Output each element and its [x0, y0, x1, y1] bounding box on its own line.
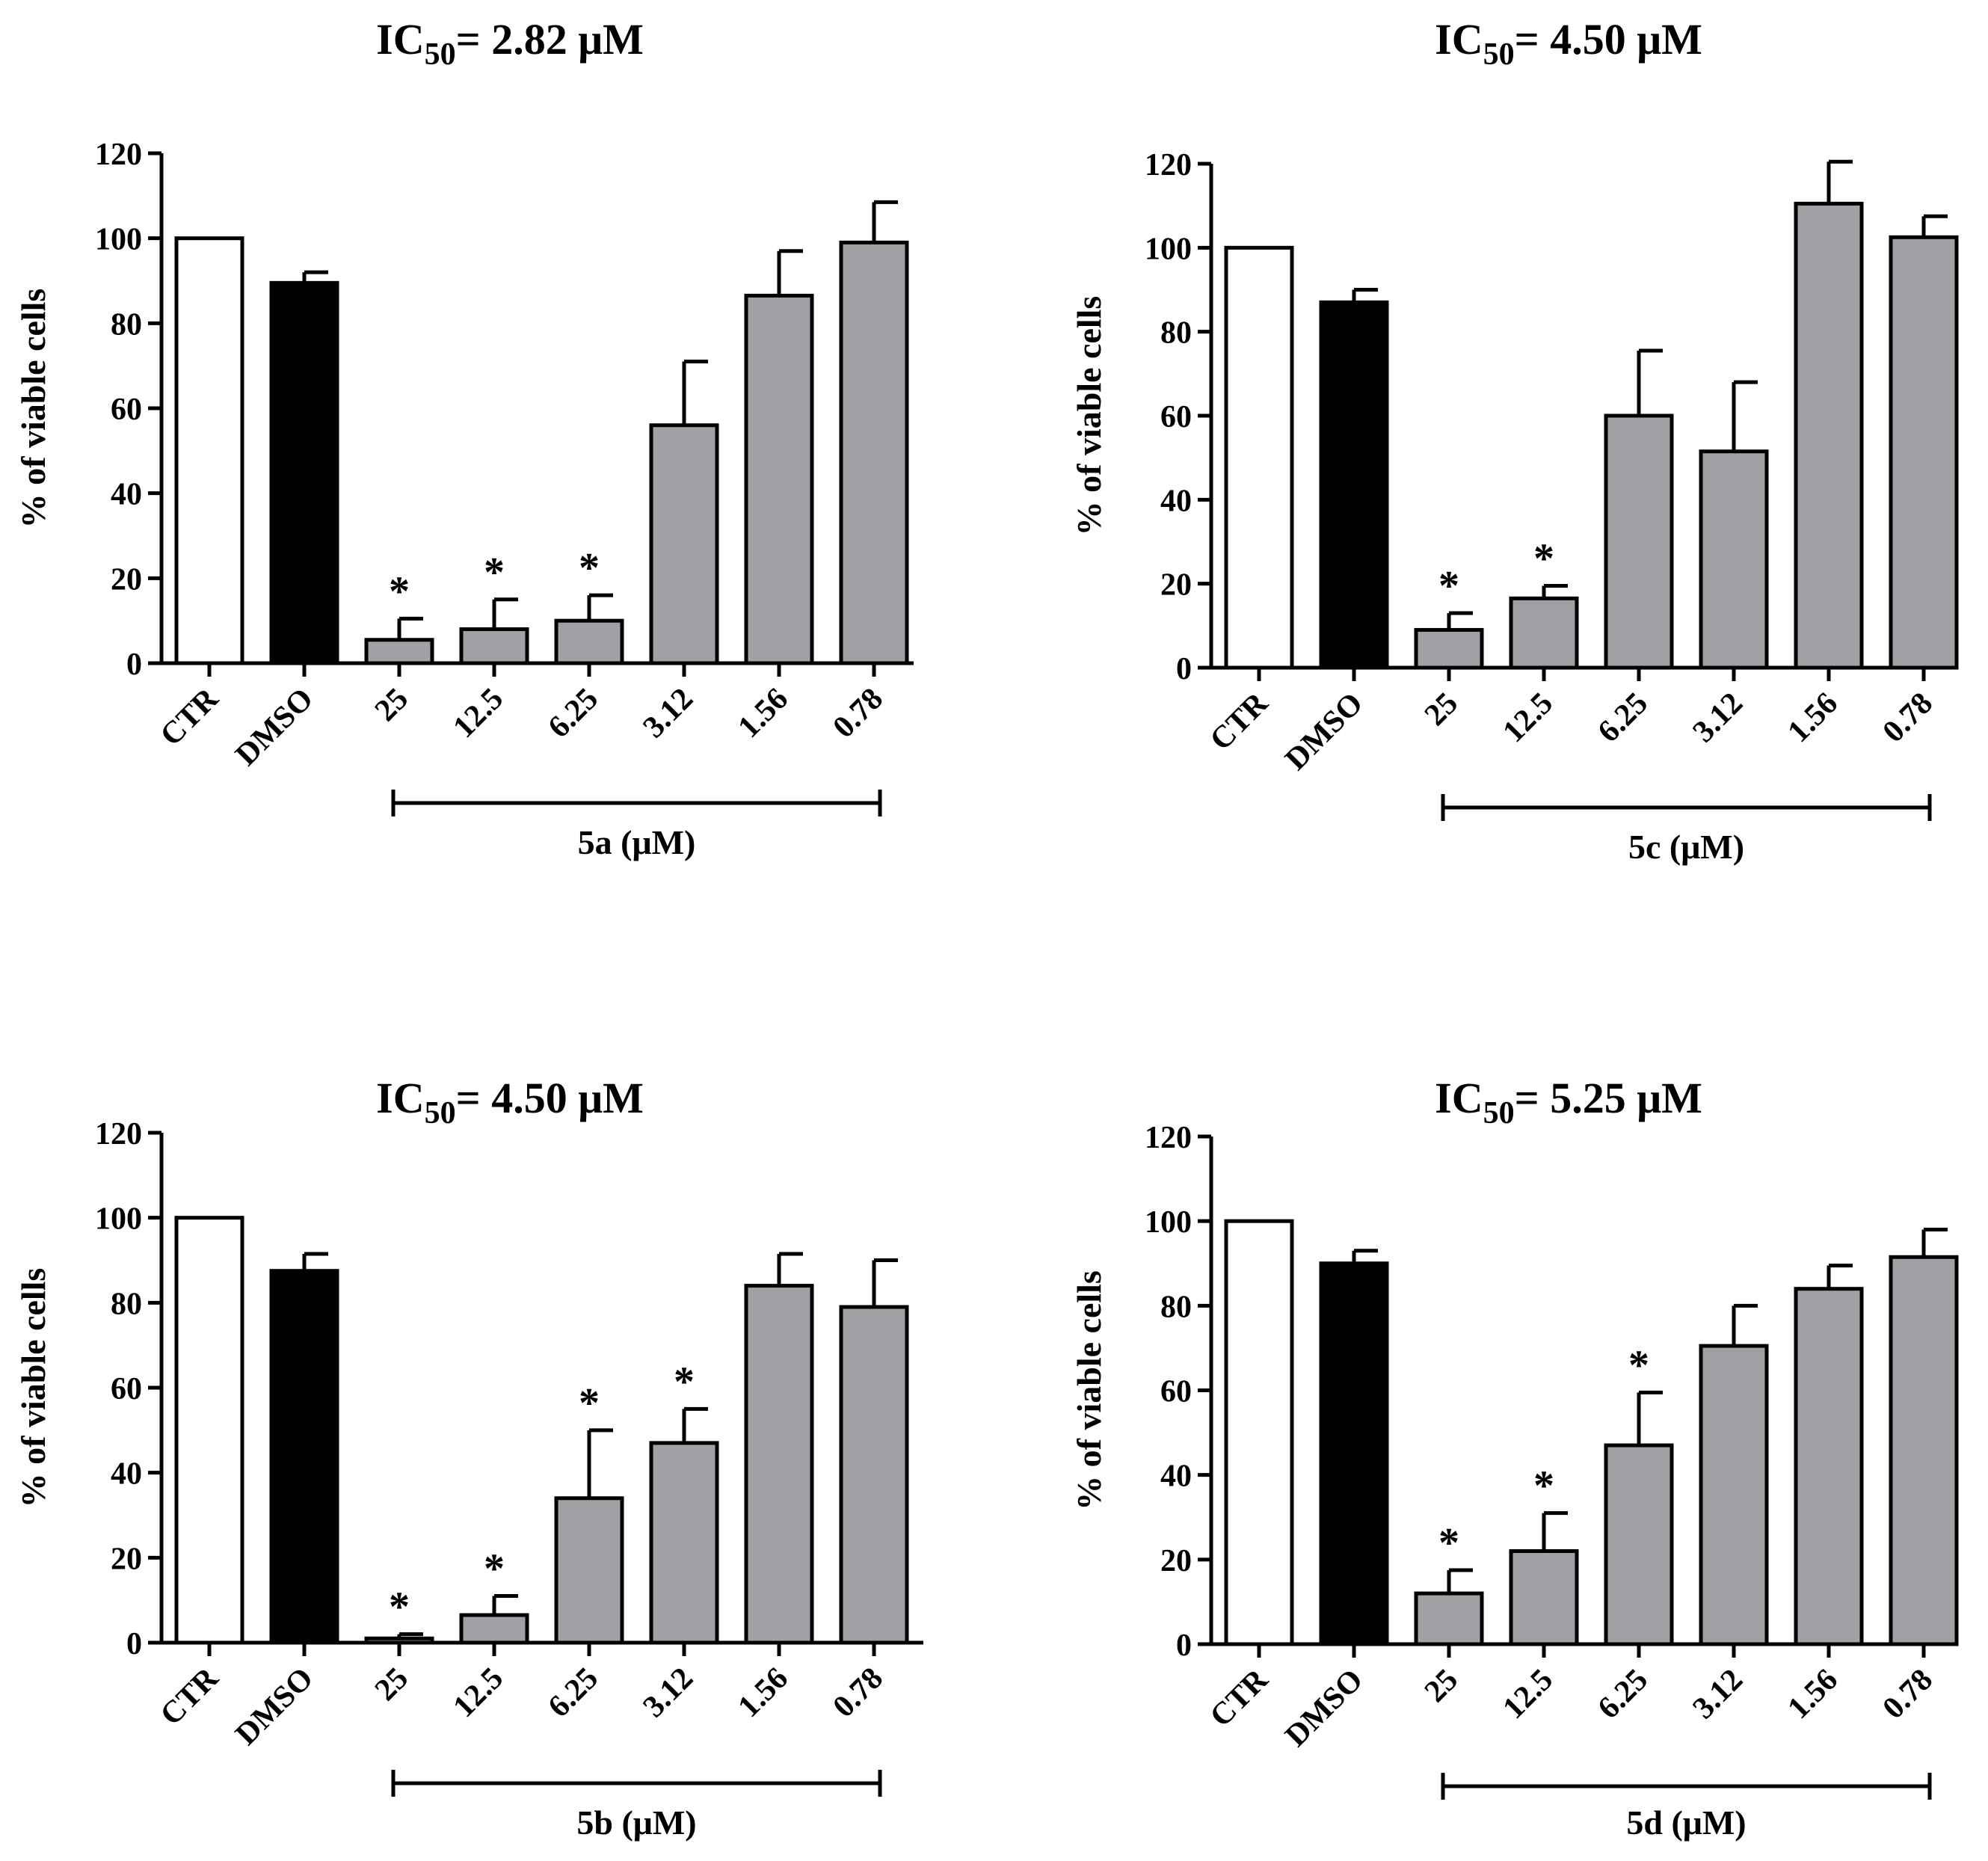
y-tick-label: 120: [95, 138, 142, 172]
bar-3-12: [1699, 1344, 1769, 1646]
bar-dmso: [1319, 300, 1389, 670]
y-tick-label: 100: [95, 223, 142, 257]
significance-marker: *: [1533, 535, 1554, 582]
y-tick-label: 120: [95, 1117, 142, 1151]
group-label: 5d (μM): [1626, 1803, 1746, 1842]
y-tick-label: 100: [1145, 1205, 1192, 1240]
y-tick-label: 20: [111, 1542, 142, 1576]
bar-12-5: [1509, 1549, 1579, 1646]
bar-ctr: [174, 1216, 244, 1645]
chart-title-prefix: IC: [1435, 15, 1483, 64]
bar-ctr: [174, 236, 244, 665]
y-axis-label: % of viable cells: [1070, 296, 1108, 536]
chart-title: IC50= 5.25 μM: [1435, 1074, 1702, 1131]
y-tick-label: 20: [1160, 1544, 1192, 1578]
bar-12-5: [459, 1613, 529, 1645]
bar-6-25: [1604, 413, 1674, 670]
group-label: 5c (μM): [1628, 828, 1744, 866]
bar-dmso: [269, 280, 339, 665]
bar-0-78: [1889, 1255, 1959, 1646]
bar-1-56: [744, 293, 814, 665]
chart-panel-4: IC50= 5.25 μM % of viable cells 0 20 40 60 80 1…: [1070, 1074, 1959, 1842]
y-tick-label: 40: [111, 1457, 142, 1492]
chart-title: IC50= 4.50 μM: [376, 1074, 644, 1131]
chart-title-suffix: = 5.25 μM: [1515, 1074, 1702, 1122]
chart-title: IC50= 4.50 μM: [1435, 15, 1702, 72]
y-tick-label: 120: [1145, 148, 1192, 182]
y-tick-label: 100: [1145, 232, 1192, 266]
y-tick-label: 80: [1160, 1290, 1192, 1324]
y-tick-label: 60: [111, 1372, 142, 1406]
bar-0-78: [839, 240, 909, 665]
significance-marker: *: [1533, 1463, 1554, 1510]
bar-ctr: [1224, 245, 1294, 670]
y-axis-label: % of viable cells: [14, 289, 52, 529]
bar-3-12: [649, 1441, 719, 1645]
bar-ctr: [1224, 1219, 1294, 1646]
y-axis-label: % of viable cells: [14, 1268, 52, 1508]
significance-marker: *: [579, 1380, 600, 1427]
bar-25: [1414, 627, 1484, 670]
chart-panel-1: IC50= 2.82 μM % of viable cells 0 20 40 60 80 1…: [14, 15, 914, 861]
bar-12-5: [459, 627, 529, 665]
bar-6-25: [1604, 1443, 1674, 1646]
significance-marker: *: [389, 568, 410, 615]
y-tick-label: 0: [126, 647, 142, 682]
bar-3-12: [1699, 449, 1769, 670]
chart-title-subscript: 50: [1483, 37, 1515, 72]
y-tick-label: 0: [126, 1627, 142, 1661]
bar-0-78: [839, 1305, 909, 1645]
y-tick-label: 60: [1160, 1375, 1192, 1409]
y-axis-label: % of viable cells: [1070, 1270, 1108, 1510]
chart-title-prefix: IC: [376, 15, 424, 64]
y-tick-label: 40: [1160, 484, 1192, 518]
group-label: 5a (μM): [578, 823, 696, 861]
chart-title-suffix: = 4.50 μM: [456, 1074, 644, 1122]
y-tick-label: 80: [1160, 316, 1192, 351]
y-tick-label: 40: [1160, 1459, 1192, 1494]
y-tick-label: 100: [95, 1202, 142, 1237]
y-tick-label: 40: [111, 478, 142, 512]
significance-marker: *: [484, 550, 505, 596]
bar-25: [364, 1636, 434, 1645]
y-tick-label: 60: [1160, 400, 1192, 434]
significance-marker: *: [389, 1584, 410, 1631]
significance-marker: *: [1438, 563, 1459, 609]
y-tick-label: 20: [1160, 568, 1192, 603]
chart-title-subscript: 50: [425, 37, 456, 72]
y-tick-label: 20: [111, 562, 142, 597]
bar-6-25: [554, 618, 624, 665]
bar-25: [1414, 1591, 1484, 1646]
chart-title-subscript: 50: [425, 1096, 456, 1131]
chart-title-subscript: 50: [1483, 1096, 1515, 1131]
significance-marker: *: [484, 1545, 505, 1592]
group-label: 5b (μM): [576, 1803, 696, 1842]
chart-title-prefix: IC: [376, 1074, 424, 1122]
chart-title-suffix: = 2.82 μM: [456, 15, 644, 64]
bar-dmso: [269, 1269, 339, 1645]
significance-marker: *: [674, 1359, 695, 1405]
bar-0-78: [1889, 235, 1959, 670]
bar-3-12: [649, 423, 719, 665]
chart-title: IC50= 2.82 μM: [376, 15, 644, 72]
significance-marker: *: [579, 545, 600, 591]
bar-25: [364, 638, 434, 665]
y-tick-label: 80: [111, 307, 142, 342]
chart-title-prefix: IC: [1435, 1074, 1483, 1122]
bar-12-5: [1509, 596, 1579, 670]
y-tick-label: 80: [111, 1287, 142, 1321]
bar-1-56: [1794, 201, 1864, 670]
y-tick-label: 0: [1176, 652, 1192, 686]
y-tick-label: 60: [111, 393, 142, 427]
bar-1-56: [1794, 1287, 1864, 1646]
bar-dmso: [1319, 1261, 1389, 1646]
bar-1-56: [744, 1284, 814, 1645]
chart-title-suffix: = 4.50 μM: [1515, 15, 1702, 64]
significance-marker: *: [1628, 1342, 1649, 1388]
bar-6-25: [554, 1496, 624, 1645]
significance-marker: *: [1438, 1520, 1459, 1566]
y-tick-label: 120: [1145, 1121, 1192, 1155]
y-tick-label: 0: [1176, 1628, 1192, 1663]
